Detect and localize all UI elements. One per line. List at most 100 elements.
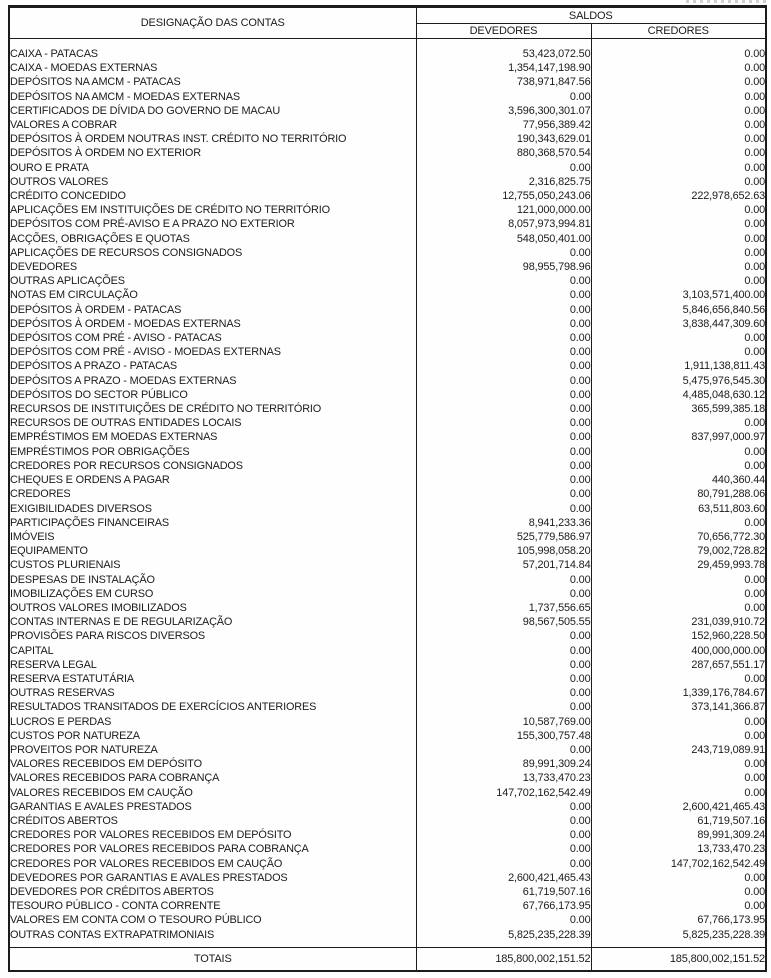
devedores-value-cell: 89,991,309.24 (415, 757, 591, 772)
credores-value-cell: 147,702,162,542.49 (590, 856, 767, 871)
table-row: TESOURO PÚBLICO - CONTA CORRENTE 67,766,1… (9, 899, 767, 914)
account-name-cell: DEVEDORES POR GARANTIAS E AVALES PRESTAD… (10, 871, 288, 884)
devedores-value-cell: 8,941,233.36 (415, 515, 591, 530)
account-name-cell: DEPÓSITOS DO SECTOR PÚBLICO (10, 388, 188, 401)
table-row: OUTROS VALORES IMOBILIZADOS 1,737,556.65 0… (9, 600, 767, 616)
table-row: EXIGIBILIDADES DIVERSOS 0.00 63,511,803.60 (9, 501, 767, 516)
account-name-cell: DEPÓSITOS NA AMCM - PATACAS (10, 76, 181, 89)
devedores-value-cell: 57,201,714.84 (415, 558, 591, 573)
devedores-value-cell: 0.00 (415, 700, 591, 715)
account-name-cell: RESULTADOS TRANSITADOS DE EXERCÍCIOS ANT… (10, 701, 317, 714)
table-row: OUTRAS CONTAS EXTRAPATRIMONIAIS 5,825,235… (9, 927, 767, 948)
devedores-value-cell: 0.00 (415, 501, 591, 516)
devedores-value-cell: 880,368,570.54 (415, 146, 591, 161)
credores-value-cell: 0.00 (590, 146, 767, 161)
devedores-value-cell: 0.00 (415, 813, 591, 829)
devedores-value-cell: 0.00 (415, 842, 591, 857)
account-name-cell: CREDORES POR VALORES RECEBIDOS PARA COBR… (10, 843, 309, 856)
credores-value-cell: 29,459,993.78 (590, 558, 767, 573)
account-name-cell: VALORES RECEBIDOS EM CAUÇÃO (10, 786, 193, 799)
credores-value-cell: 3,103,571,400.00 (590, 288, 767, 303)
account-name-cell: VALORES RECEBIDOS PARA COBRANÇA (10, 772, 220, 785)
table-row: CRÉDITOS ABERTOS 0.00 61,719,507.16 (9, 813, 767, 829)
account-name-cell: OURO E PRATA (10, 161, 89, 174)
account-name-cell: OUTROS VALORES IMOBILIZADOS (10, 601, 187, 614)
table-row: CUSTOS PLURIENAIS 57,201,714.84 29,459,993… (9, 558, 767, 573)
table-row: DEPÓSITOS COM PRÉ-AVISO E A PRAZO NO EXT… (9, 217, 767, 232)
devedores-value-cell: 1,737,556.65 (415, 600, 591, 616)
account-name-cell: CREDORES POR VALORES RECEBIDOS EM DEPÓSI… (10, 829, 292, 842)
credores-value-cell: 0.00 (590, 260, 767, 275)
table-row: APLICAÇÕES DE RECURSOS CONSIGNADOS 0.00 0.… (9, 245, 767, 261)
devedores-value-cell: 8,057,973,994.81 (415, 217, 591, 232)
devedores-value-cell: 61,719,507.16 (415, 884, 591, 900)
devedores-value-cell: 3,596,300,301.07 (415, 103, 591, 119)
devedores-value-cell: 0.00 (415, 458, 591, 474)
credores-value-cell: 13,733,470.23 (590, 842, 767, 857)
table-row: OURO E PRATA 0.00 0.00 (9, 160, 767, 175)
column-header-devedores: DEVEDORES (415, 23, 591, 39)
credores-value-cell: 0.00 (590, 771, 767, 786)
table-row: CERTIFICADOS DE DÍVIDA DO GOVERNO DE MAC… (9, 103, 767, 119)
devedores-value-cell: 98,955,798.96 (415, 260, 591, 275)
credores-value-cell: 0.00 (590, 103, 767, 119)
devedores-value-cell: 0.00 (415, 373, 591, 388)
account-name-cell: RECURSOS DE OUTRAS ENTIDADES LOCAIS (10, 417, 242, 430)
credores-value-cell: 80,791,288.06 (590, 487, 767, 502)
devedores-value-cell: 0.00 (415, 473, 591, 488)
table-row: NOTAS EM CIRCULAÇÃO 0.00 3,103,571,400.00 (9, 288, 767, 303)
account-name-cell: APLICAÇÕES DE RECURSOS CONSIGNADOS (10, 246, 243, 259)
credores-value-cell: 0.00 (590, 899, 767, 914)
table-row: DEVEDORES POR CRÉDITOS ABERTOS 61,719,507… (9, 884, 767, 900)
credores-value-cell: 0.00 (590, 132, 767, 147)
devedores-value-cell: 0.00 (415, 629, 591, 644)
credores-value-cell: 365,599,385.18 (590, 402, 767, 417)
account-name-cell: NOTAS EM CIRCULAÇÃO (10, 289, 138, 302)
table-row: DEPÓSITOS A PRAZO - MOEDAS EXTERNAS 0.00 5… (9, 373, 767, 388)
table-row: VALORES RECEBIDOS PARA COBRANÇA 13,733,47… (9, 771, 767, 786)
sheet: DESIGNAÇÃO DAS CONTAS SALDOS DEVEDORES C… (8, 5, 768, 972)
account-name-cell: CREDORES POR RECURSOS CONSIGNADOS (10, 459, 243, 472)
account-name-cell: CRÉDITO CONCEDIDO (10, 190, 126, 203)
devedores-value-cell: 0.00 (415, 643, 591, 658)
credores-value-cell: 837,997,000.97 (590, 430, 767, 445)
account-name-cell: TESOURO PÚBLICO - CONTA CORRENTE (10, 900, 221, 913)
table-row: PARTICIPAÇÕES FINANCEIRAS 8,941,233.36 0.0… (9, 515, 767, 530)
table-row: LUCROS E PERDAS 10,587,769.00 0.00 (9, 714, 767, 729)
credores-value-cell: 0.00 (590, 870, 767, 885)
credores-value-cell: 0.00 (590, 89, 767, 104)
table-row: CREDORES POR VALORES RECEBIDOS PARA COBR… (9, 842, 767, 857)
table-row: DEPÓSITOS COM PRÉ - AVISO - MOEDAS EXTER… (9, 345, 767, 360)
credores-value-cell: 373,141,366.87 (590, 700, 767, 715)
table-row: CRÉDITO CONCEDIDO 12,755,050,243.06 222,97… (9, 189, 767, 204)
header-row-top: DESIGNAÇÃO DAS CONTAS SALDOS (9, 6, 767, 29)
credores-value-cell: 0.00 (590, 785, 767, 800)
account-name-cell: GARANTIAS E AVALES PRESTADOS (10, 800, 192, 813)
devedores-value-cell: 548,050,401.00 (415, 231, 591, 246)
table-row: VALORES RECEBIDOS EM DEPÓSITO 89,991,309.… (9, 757, 767, 772)
credores-value-cell: 63,511,803.60 (590, 501, 767, 516)
account-name-cell: EXIGIBILIDADES DIVERSOS (10, 502, 152, 515)
table-row: RESULTADOS TRANSITADOS DE EXERCÍCIOS ANT… (9, 700, 767, 715)
table-row: GARANTIAS E AVALES PRESTADOS 0.00 2,600,42… (9, 799, 767, 814)
devedores-value-cell: 0.00 (415, 302, 591, 317)
table-row: CREDORES POR VALORES RECEBIDOS EM CAUÇÃO… (9, 856, 767, 871)
table-row: VALORES A COBRAR 77,956,389.42 0.00 (9, 118, 767, 133)
credores-value-cell: 1,339,176,784.67 (590, 686, 767, 701)
account-name-cell: IMOBILIZAÇÕES EM CURSO (10, 587, 154, 600)
table-row: EMPRÉSTIMOS EM MOEDAS EXTERNAS 0.00 837,99… (9, 430, 767, 445)
account-name-cell: CERTIFICADOS DE DÍVIDA DO GOVERNO DE MAC… (10, 104, 281, 117)
devedores-value-cell: 0.00 (415, 316, 591, 332)
table-row: CREDORES POR VALORES RECEBIDOS EM DEPÓSI… (9, 828, 767, 843)
account-name-cell: RESERVA LEGAL (10, 658, 97, 671)
credores-value-cell: 152,960,228.50 (590, 629, 767, 644)
credores-value-cell: 70,656,772.30 (590, 529, 767, 545)
devedores-value-cell: 2,600,421,465.43 (415, 870, 591, 885)
table-row: IMÓVEIS 525,779,586.97 70,656,772.30 (9, 529, 767, 545)
table-row: DEPÓSITOS DO SECTOR PÚBLICO 0.00 4,485,048… (9, 387, 767, 403)
credores-value-cell: 5,846,656,840.56 (590, 302, 767, 317)
credores-value-cell: 0.00 (590, 118, 767, 133)
credores-value-cell: 287,657,551.17 (590, 657, 767, 672)
header-row-sub: DEVEDORES CREDORES (9, 23, 767, 39)
